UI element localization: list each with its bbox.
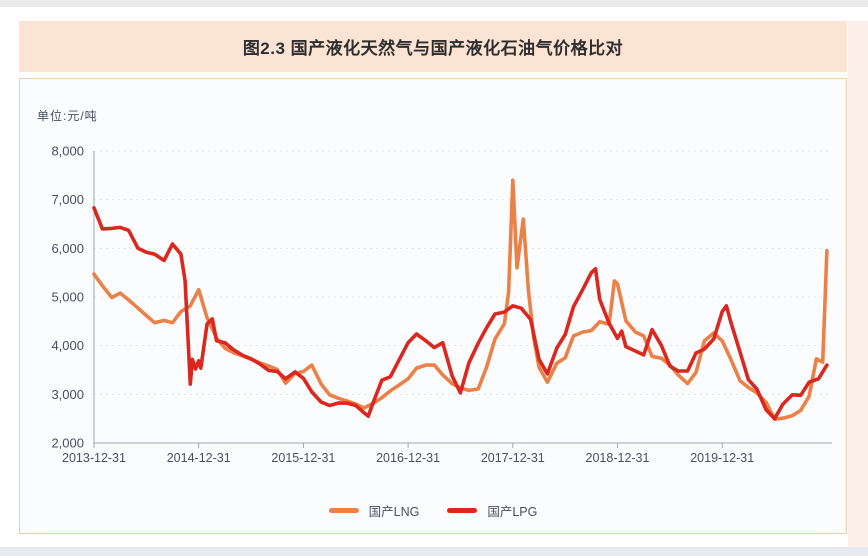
svg-text:4,000: 4,000 — [51, 338, 84, 353]
svg-text:6,000: 6,000 — [51, 241, 84, 256]
svg-text:2018-12-31: 2018-12-31 — [586, 451, 650, 465]
figure-title: 图2.3 国产液化天然气与国产液化石油气价格比对 — [242, 39, 624, 58]
svg-text:7,000: 7,000 — [51, 192, 84, 207]
unit-label: 单位:元/吨 — [37, 109, 98, 123]
svg-text:2,000: 2,000 — [51, 436, 84, 451]
figure-title-banner: 图2.3 国产液化天然气与国产液化石油气价格比对 — [19, 21, 847, 72]
svg-text:8,000: 8,000 — [51, 144, 84, 159]
page-top-strip — [0, 0, 868, 7]
svg-text:5,000: 5,000 — [51, 290, 84, 305]
svg-text:2013-12-31: 2013-12-31 — [62, 451, 126, 465]
legend-item-lng: 国产LNG — [328, 501, 420, 520]
lpg-legend-label: 国产LPG — [487, 504, 538, 519]
chart-legend: 国产LNG 国产LPG — [20, 501, 846, 519]
lpg-line-swatch — [447, 507, 478, 513]
svg-text:2016-12-31: 2016-12-31 — [376, 451, 440, 465]
price-line-chart: 2013-12-31 2014-12-31 2015-12-31 2016-12-31… — [51, 144, 832, 465]
legend-item-lpg: 国产LPG — [447, 501, 537, 520]
svg-text:2017-12-31: 2017-12-31 — [481, 451, 545, 465]
page-right-tint — [848, 21, 868, 547]
page-bottom-strip — [0, 547, 868, 556]
svg-text:3,000: 3,000 — [51, 387, 84, 402]
svg-text:2014-12-31: 2014-12-31 — [167, 451, 231, 465]
chart-panel: 单位:元/吨 2013-12-31 2014-12-31 2015-12-31 201… — [19, 78, 847, 534]
lng-line-swatch — [328, 507, 359, 513]
lng-legend-label: 国产LNG — [368, 504, 420, 519]
svg-text:2015-12-31: 2015-12-31 — [271, 451, 335, 465]
svg-text:2019-12-31: 2019-12-31 — [690, 451, 754, 465]
